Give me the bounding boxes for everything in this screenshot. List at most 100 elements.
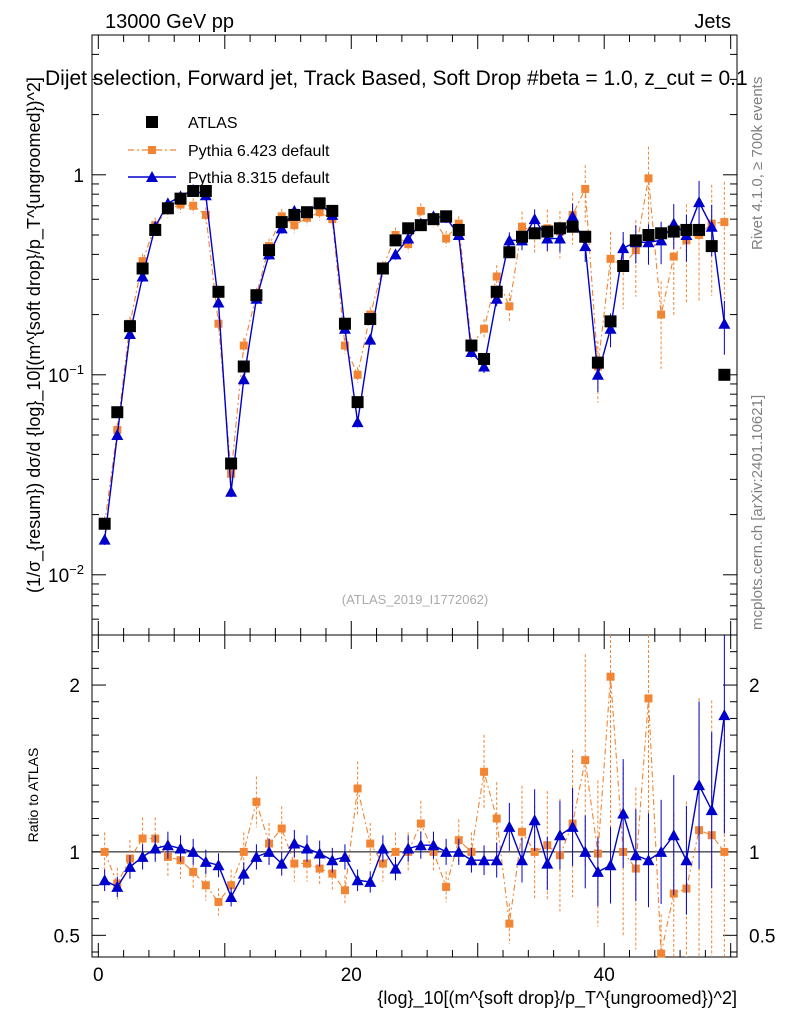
main-point-py6 — [189, 201, 198, 210]
ratio-point-py8 — [376, 842, 389, 854]
legend-marker-py6 — [148, 146, 156, 154]
ratio-y-axis: 0.5 0.5 1 1 2 2 — [54, 651, 775, 953]
x-tick-label: 40 — [594, 965, 615, 986]
main-point-py6 — [290, 221, 299, 230]
ratio-point-py8 — [503, 820, 516, 832]
main-point-py8 — [478, 360, 491, 372]
main-point-py6 — [657, 310, 666, 319]
main-point-py8 — [541, 232, 554, 244]
ratio-point-py8 — [655, 845, 668, 857]
main-point-py6 — [315, 208, 324, 217]
ratio-line-py8 — [104, 714, 726, 899]
ratio-point-py8 — [591, 865, 604, 877]
ratio-point-py8 — [199, 855, 212, 867]
main-point-data — [301, 206, 313, 219]
main-point-data — [174, 192, 187, 205]
main-point-py8 — [566, 210, 579, 222]
ratio-point-py8 — [351, 874, 364, 886]
main-point-py6 — [227, 469, 236, 478]
legend: ATLAS Pythia 6.423 default Pythia 8.315 … — [128, 115, 330, 187]
ratio-line-py6 — [104, 676, 725, 954]
ratio-point-py6 — [239, 847, 248, 856]
ratio-point-py8 — [414, 839, 427, 851]
main-point-py6 — [606, 254, 615, 263]
ratio-point-py6 — [214, 897, 223, 906]
main-point-data — [376, 262, 389, 275]
legend-marker-py8 — [146, 171, 158, 182]
main-point-data — [465, 339, 478, 352]
main-point-data — [414, 219, 427, 232]
main-point-py6 — [720, 218, 729, 227]
ratio-point-py6 — [353, 784, 362, 793]
legend-marker-atlas — [146, 116, 158, 128]
ratio-point-py6 — [657, 949, 666, 958]
x-tick-label: 20 — [341, 965, 362, 986]
ratio-panel-frame — [91, 634, 738, 958]
ratio-y-tick-label: 0.5 — [54, 926, 80, 947]
ratio-point-py8 — [313, 847, 326, 859]
main-point-py8 — [225, 485, 238, 497]
main-point-data — [566, 220, 579, 233]
x-axis: 0 20 40 — [93, 35, 732, 986]
ratio-point-py8 — [427, 839, 440, 851]
ratio-point-py8 — [212, 859, 225, 871]
main-point-data — [478, 352, 491, 365]
ratio-y-tick-label-right: 0.5 — [749, 926, 775, 947]
ratio-point-py8 — [478, 854, 491, 866]
legend-label-py6: Pythia 6.423 default — [188, 143, 330, 160]
main-point-data — [541, 225, 554, 238]
process-label: Jets — [694, 11, 731, 33]
main-point-data — [364, 313, 377, 326]
ratio-point-py6 — [138, 834, 147, 843]
main-point-py6 — [442, 234, 451, 243]
main-point-py8 — [617, 242, 630, 254]
main-point-data — [516, 230, 528, 243]
main-point-py6 — [454, 219, 463, 228]
ratio-point-py8 — [516, 854, 528, 866]
ratio-point-py8 — [111, 880, 124, 892]
ratio-point-py8 — [705, 804, 718, 816]
ratio-point-py8 — [402, 842, 415, 854]
ratio-point-py6 — [277, 824, 286, 833]
ratio-point-py8 — [617, 807, 630, 819]
main-point-data — [427, 213, 440, 226]
main-series-layer — [98, 146, 731, 545]
ratio-point-py6 — [581, 756, 590, 765]
main-point-py8 — [98, 533, 111, 545]
main-y-tick-label: 10−2 — [48, 562, 84, 587]
ratio-point-py8 — [579, 845, 592, 857]
main-point-py8 — [579, 240, 592, 252]
ratio-point-py8 — [541, 857, 554, 869]
main-point-data — [111, 406, 124, 419]
ratio-y-tick-label: 2 — [69, 676, 80, 697]
main-point-py8 — [351, 416, 364, 428]
main-point-py6 — [353, 370, 362, 379]
main-point-py8 — [237, 373, 250, 385]
main-point-py8 — [503, 234, 516, 246]
ratio-y-tick-label-right: 2 — [749, 676, 760, 697]
ratio-point-py8 — [528, 814, 541, 826]
main-point-data — [313, 197, 326, 210]
watermark: (ATLAS_2019_I1772062) — [342, 592, 488, 607]
main-point-data — [617, 259, 630, 272]
ratio-point-py8 — [149, 842, 162, 854]
ratio-point-py6 — [492, 814, 501, 823]
ratio-point-py8 — [136, 850, 149, 862]
main-point-data — [212, 285, 225, 298]
main-point-data — [680, 223, 693, 236]
ratio-point-py6 — [290, 859, 299, 868]
ratio-point-py8 — [225, 890, 238, 902]
ratio-point-py8 — [629, 849, 642, 861]
main-point-data — [136, 262, 149, 275]
ratio-point-py8 — [680, 854, 693, 866]
ratio-point-py8 — [604, 859, 617, 871]
main-point-data — [693, 223, 706, 236]
ratio-point-py6 — [189, 867, 198, 876]
main-point-py8 — [402, 232, 415, 244]
main-point-py8 — [693, 196, 706, 208]
main-point-py8 — [212, 296, 225, 308]
main-point-data — [655, 227, 668, 240]
ratio-point-py6 — [340, 886, 349, 895]
ratio-point-py8 — [326, 854, 339, 866]
main-point-data — [250, 289, 263, 302]
